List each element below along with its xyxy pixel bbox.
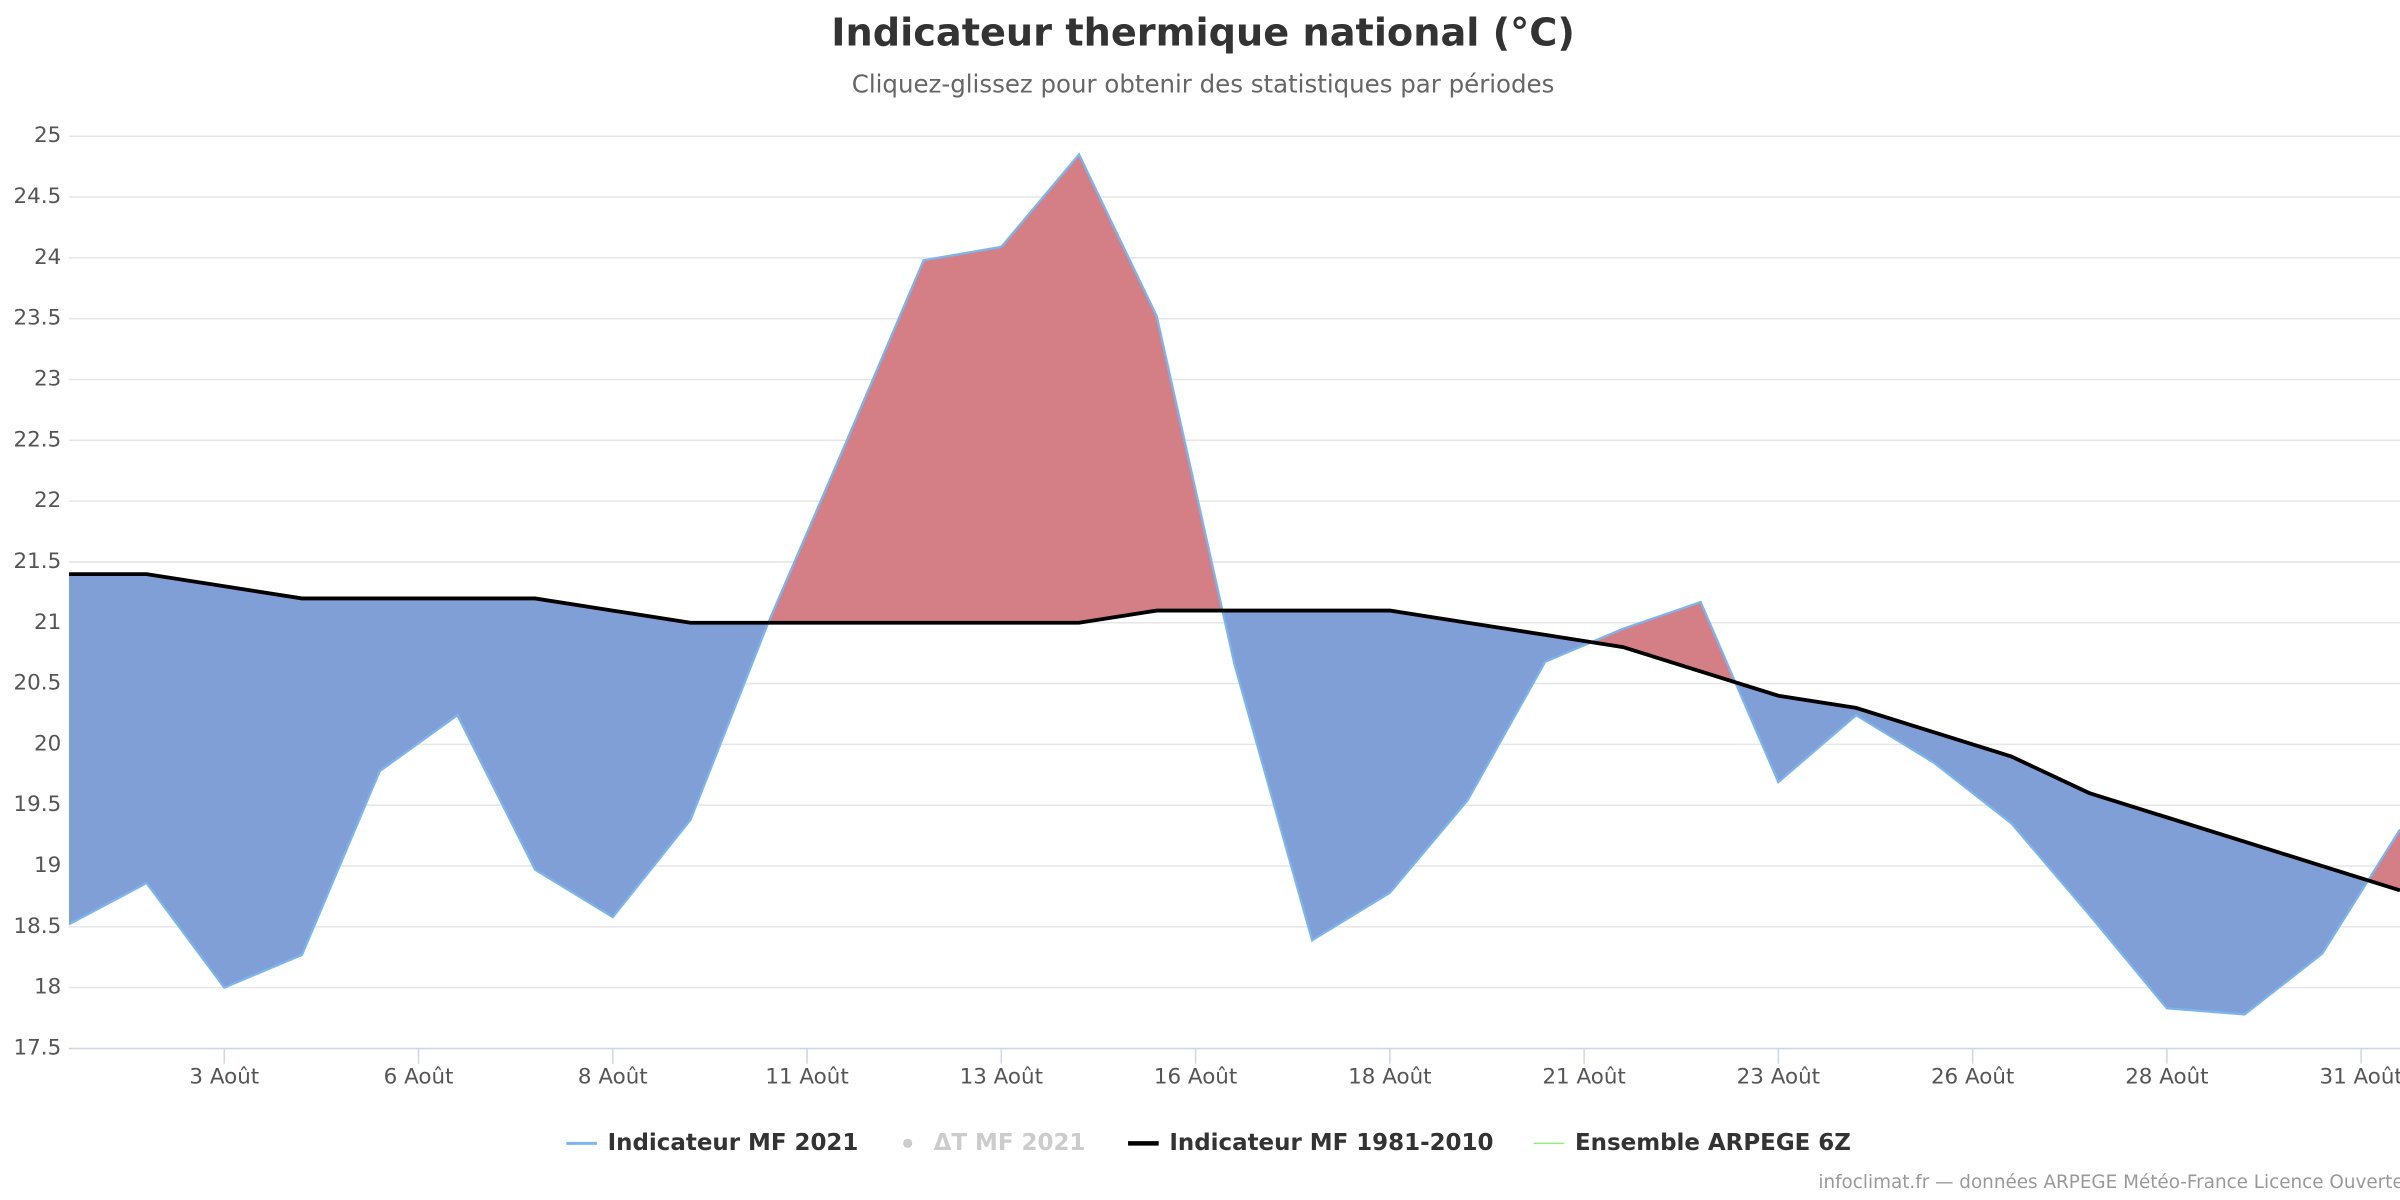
y-tick-label: 19 (34, 853, 61, 878)
anomaly-below (68, 574, 2400, 1015)
legend-label: Indicateur MF 1981-2010 (1169, 1130, 1493, 1156)
plot-area (68, 152, 2400, 1016)
x-tick-label: 3 Août (189, 1065, 259, 1090)
y-tick-label: 22 (34, 488, 61, 513)
x-tick-label: 8 Août (578, 1065, 648, 1090)
y-tick-label: 19.5 (14, 792, 62, 817)
y-tick-label: 20.5 (14, 671, 62, 696)
legend: Indicateur MF 2021 ΔT MF 2021 Indicateur M… (566, 1130, 1851, 1156)
y-tick-label: 23.5 (14, 306, 62, 331)
y-tick-label: 21.5 (14, 549, 62, 574)
chart-subtitle: Cliquez-glissez pour obtenir des statist… (852, 70, 1555, 99)
x-tick-label: 26 Août (1931, 1065, 2014, 1090)
anomaly-above (68, 154, 2400, 891)
x-tick-label: 6 Août (384, 1065, 454, 1090)
legend-label: Indicateur MF 2021 (608, 1130, 859, 1156)
y-tick-label: 18 (34, 975, 61, 1000)
x-tick-label: 11 Août (765, 1065, 848, 1090)
y-tick-label: 22.5 (14, 427, 62, 452)
x-tick-label: 18 Août (1348, 1065, 1431, 1090)
y-tick-label: 20 (34, 731, 61, 756)
series-line (68, 152, 2400, 1016)
y-tick-label: 18.5 (14, 914, 62, 939)
x-tick-label: 13 Août (960, 1065, 1043, 1090)
legend-label: Ensemble ARPEGE 6Z (1575, 1130, 1851, 1156)
chart-title: Indicateur thermique national (°C) (831, 11, 1575, 56)
y-tick-label: 25 (34, 123, 61, 148)
grid (68, 135, 2400, 1050)
y-tick-label: 23 (34, 366, 61, 391)
y-tick-label: 21 (34, 610, 61, 635)
x-tick-label: 31 Août (2319, 1065, 2400, 1090)
y-tick-label: 17.5 (14, 1035, 62, 1060)
axes: 17.5 18 18.5 19 19.5 20 20.5 21 21.5 22 22.5 23 23.5… (14, 123, 2400, 1090)
series-line (68, 572, 2400, 893)
legend-symbol (903, 1138, 913, 1148)
x-tick-label: 23 Août (1737, 1065, 1820, 1090)
x-tick-label: 28 Août (2125, 1065, 2208, 1090)
x-tick-label: 16 Août (1154, 1065, 1237, 1090)
y-tick-label: 24 (34, 245, 61, 270)
credits: infoclimat.fr — données ARPEGE Météo-Fra… (1818, 1172, 2400, 1193)
y-tick-label: 24.5 (14, 184, 62, 209)
legend-label: ΔT MF 2021 (934, 1130, 1086, 1156)
x-tick-label: 21 Août (1542, 1065, 1625, 1090)
